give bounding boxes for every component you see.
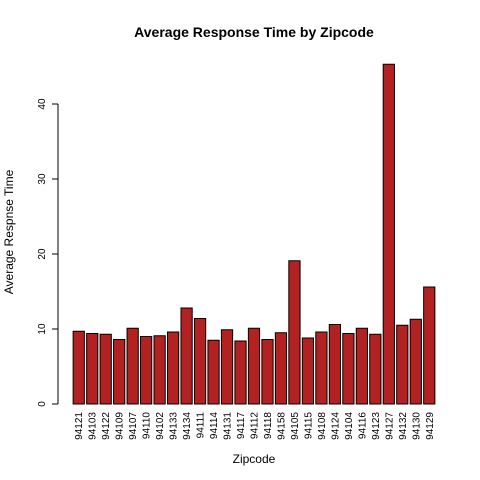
bar-94116: [355, 327, 368, 405]
bar-94130: [409, 318, 422, 405]
x-tick-label: 94117: [236, 412, 247, 440]
x-tick-label: 94127: [384, 412, 395, 440]
bar-94111: [193, 318, 207, 405]
x-tick-label: 94116: [357, 412, 368, 440]
x-tick-label: 94112: [250, 412, 261, 440]
x-axis-label: Zipcode: [233, 452, 276, 466]
x-tick-label: 94108: [317, 412, 328, 440]
x-tick-label: 94133: [169, 412, 180, 440]
x-tick-labels: 94121 94103 94122 94109 94107 94110 94102 94133…: [74, 412, 436, 440]
bar-94110: [140, 336, 153, 405]
bar-94132: [396, 324, 409, 405]
bars: [72, 63, 436, 405]
x-tick-label: 94105: [290, 412, 301, 440]
x-tick-label: 94123: [371, 412, 382, 440]
x-tick-label: 94104: [344, 412, 355, 440]
bar-94123: [369, 333, 382, 405]
bar-94131: [220, 329, 234, 405]
x-tick-label: 94110: [142, 412, 153, 440]
bar-94115: [301, 337, 315, 405]
bar-94122: [99, 333, 112, 405]
x-tick-label: 94107: [128, 412, 139, 440]
bar-94118: [261, 339, 274, 405]
x-tick-label: 94111: [196, 412, 207, 439]
bar-94134: [180, 307, 193, 405]
x-tick-label: 94103: [88, 412, 99, 440]
y-axis: 0 10 20 30 40: [37, 98, 59, 407]
bar-94112: [247, 327, 261, 405]
x-tick-label: 94115: [303, 412, 314, 440]
bar-94158: [274, 332, 288, 405]
x-tick-label: 94109: [115, 412, 126, 440]
bar-94117: [234, 340, 247, 405]
x-tick-label: 94102: [155, 412, 166, 440]
x-tick-label: 94114: [209, 412, 220, 440]
x-tick-label: 94132: [398, 412, 409, 440]
y-tick-label: 40: [37, 98, 48, 110]
y-tick-label: 10: [37, 323, 48, 335]
bar-94108: [315, 331, 328, 405]
x-tick-label: 94118: [263, 412, 274, 440]
y-axis-label: Average Respnse Time: [2, 169, 16, 294]
x-tick-label: 94131: [223, 412, 234, 440]
y-tick-label: 20: [37, 248, 48, 260]
y-tick-label: 30: [37, 173, 48, 185]
chart-title: Average Response Time by Zipcode: [134, 24, 374, 40]
bar-94127: [382, 63, 395, 405]
x-tick-label: 94134: [182, 412, 193, 440]
bar-94114: [207, 339, 220, 405]
bar-94104: [342, 333, 355, 405]
bar-94107: [126, 327, 139, 405]
bar-94109: [113, 339, 126, 405]
bar-94121: [72, 330, 85, 405]
bar-94124: [328, 324, 341, 405]
x-tick-label: 94129: [425, 412, 436, 440]
bar-94129: [423, 286, 436, 405]
bar-94105: [288, 260, 301, 405]
x-tick-label: 94130: [411, 412, 422, 440]
bar-94103: [86, 333, 99, 405]
x-tick-label: 94122: [101, 412, 112, 440]
x-tick-label: 94124: [330, 412, 341, 440]
bar-94102: [153, 335, 166, 405]
x-tick-label: 94121: [74, 412, 85, 440]
x-tick-label: 94158: [276, 412, 287, 440]
bar-94133: [167, 331, 180, 405]
y-tick-label: 0: [37, 401, 48, 407]
